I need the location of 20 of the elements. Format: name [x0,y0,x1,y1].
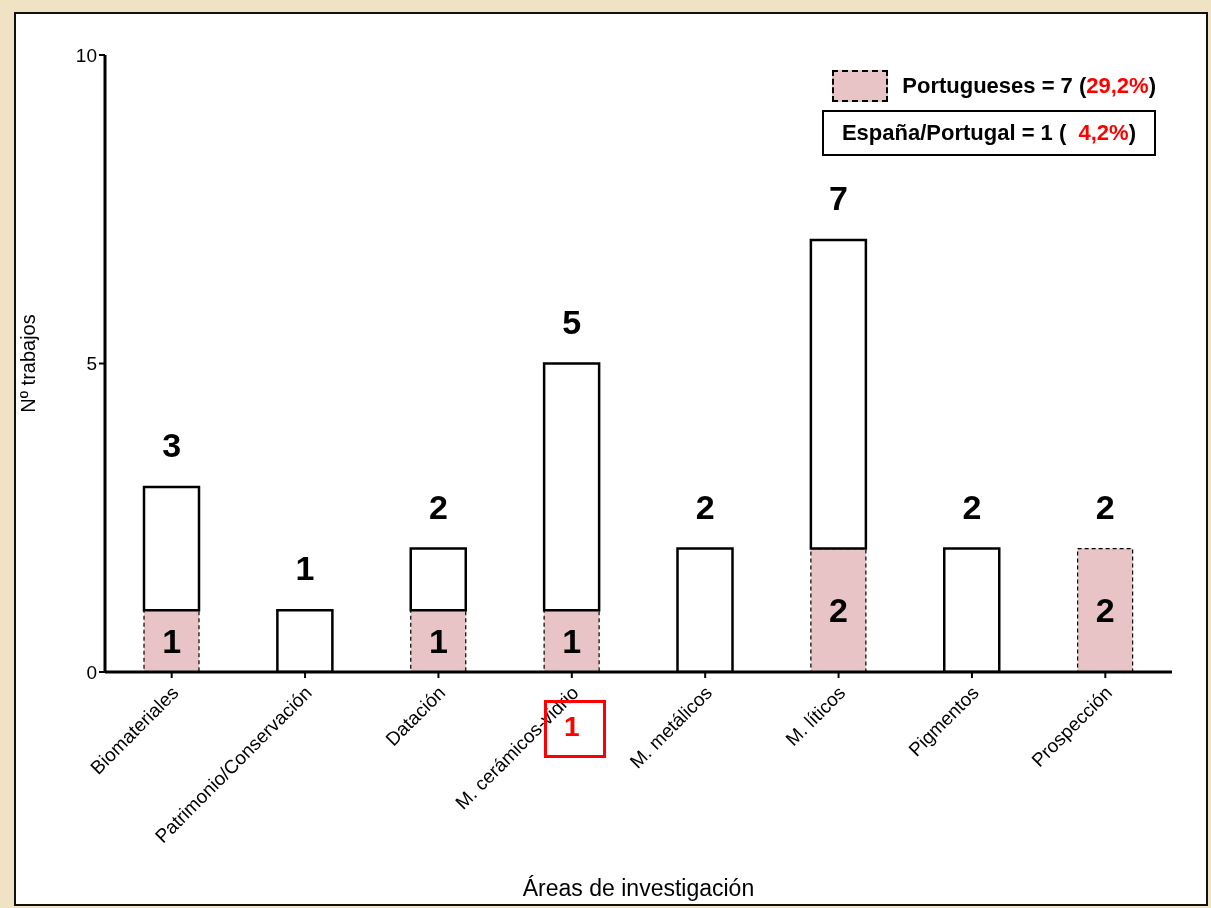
total-label: 2 [1094,486,1116,527]
total-label: 3 [161,424,183,465]
legend-label: Portugueses = 7 (29,2%) [902,73,1156,98]
total-label: 5 [561,301,583,342]
total-label: 2 [694,486,716,527]
total-label: 1 [294,548,316,589]
y-tick-label: 10 [75,44,97,66]
data-label: 2 [828,590,849,631]
y-tick-label: 0 [86,661,97,683]
x-axis-title: Áreas de investigación [522,875,755,901]
total-label: 7 [828,178,849,219]
data-label: 1 [161,621,183,662]
y-tick-label: 5 [86,353,97,375]
annotation: España/Portugal = 1 ( 4,2%) [841,120,1136,145]
data-label: 1 [561,621,583,662]
data-label: 1 [427,621,449,662]
y-axis-title: Nº trabajos [17,314,40,413]
total-label: 2 [961,486,983,527]
total-label: 2 [427,486,449,527]
data-label: 2 [1094,590,1116,631]
